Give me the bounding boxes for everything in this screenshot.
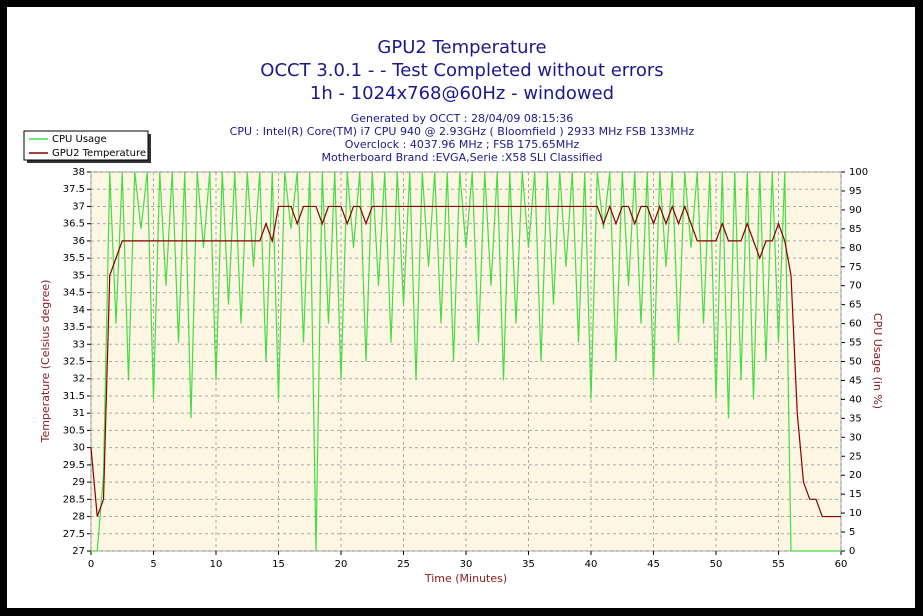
subtitle: CPU : Intel(R) Core(TM) i7 CPU 940 @ 2.9… bbox=[230, 125, 695, 138]
y2-tick-label: 70 bbox=[849, 281, 862, 292]
legend bbox=[23, 130, 149, 161]
y2-tick-label: 100 bbox=[849, 167, 868, 178]
y-axis-label: Temperature (Celsius degree) bbox=[39, 280, 52, 444]
y2-tick-label: 20 bbox=[849, 470, 862, 481]
y-tick-label: 36.5 bbox=[63, 219, 85, 230]
y-tick-label: 38 bbox=[72, 167, 85, 178]
x-tick-label: 5 bbox=[150, 559, 156, 570]
y2-tick-label: 55 bbox=[849, 338, 862, 349]
y-tick-label: 27 bbox=[72, 546, 85, 557]
x-tick-label: 20 bbox=[335, 559, 348, 570]
y-tick-label: 29.5 bbox=[63, 460, 85, 471]
y2-tick-label: 10 bbox=[849, 508, 862, 519]
y2-tick-label: 50 bbox=[849, 357, 862, 368]
series-line bbox=[91, 171, 841, 552]
x-axis-label: Time (Minutes) bbox=[424, 572, 507, 585]
y2-tick-label: 35 bbox=[849, 413, 862, 424]
x-tick-label: 50 bbox=[710, 559, 723, 570]
chart-title: GPU2 Temperature bbox=[377, 37, 546, 58]
y-tick-label: 37.5 bbox=[63, 184, 85, 195]
subtitle: Motherboard Brand :EVGA,Serie :X58 SLI C… bbox=[322, 151, 603, 164]
x-tick-label: 10 bbox=[210, 559, 223, 570]
y2-tick-label: 85 bbox=[849, 224, 862, 235]
y-tick-label: 36 bbox=[72, 236, 85, 247]
x-tick-label: 0 bbox=[88, 559, 94, 570]
y-tick-label: 35.5 bbox=[63, 253, 85, 264]
y-tick-label: 28.5 bbox=[63, 494, 85, 505]
y2-axis-label: CPU Usage (in %) bbox=[871, 313, 884, 409]
y-tick-label: 31.5 bbox=[63, 391, 85, 402]
y2-tick-label: 65 bbox=[849, 300, 862, 311]
y-tick-label: 34 bbox=[72, 305, 85, 316]
y2-tick-label: 15 bbox=[849, 489, 862, 500]
y2-tick-label: 0 bbox=[849, 546, 855, 557]
chart-title-line: 1h - 1024x768@60Hz - windowed bbox=[310, 83, 614, 104]
x-tick-label: 60 bbox=[835, 559, 848, 570]
y-tick-label: 32 bbox=[72, 374, 85, 385]
y-tick-label: 28 bbox=[72, 512, 85, 523]
chart-title-line: OCCT 3.0.1 - - Test Completed without er… bbox=[260, 60, 663, 81]
x-tick-label: 55 bbox=[772, 559, 785, 570]
y2-tick-label: 25 bbox=[849, 451, 862, 462]
y2-tick-label: 30 bbox=[849, 432, 862, 443]
y2-tick-label: 80 bbox=[849, 243, 862, 254]
y-tick-label: 30 bbox=[72, 443, 85, 454]
y2-tick-label: 90 bbox=[849, 205, 862, 216]
y-tick-label: 35 bbox=[72, 270, 85, 281]
y-tick-label: 33 bbox=[72, 339, 85, 350]
x-tick-label: 30 bbox=[460, 559, 473, 570]
y-tick-label: 27.5 bbox=[63, 529, 85, 540]
series-line bbox=[90, 204, 841, 518]
legend-label: CPU Usage bbox=[52, 134, 107, 145]
y-tick-label: 30.5 bbox=[63, 425, 85, 436]
subtitle: Generated by OCCT : 28/04/09 08:15:36 bbox=[351, 112, 574, 125]
y2-tick-label: 45 bbox=[849, 375, 862, 386]
x-tick-label: 35 bbox=[522, 559, 535, 570]
y-tick-label: 33.5 bbox=[63, 322, 85, 333]
x-tick-label: 45 bbox=[647, 559, 660, 570]
y2-tick-label: 60 bbox=[849, 319, 862, 330]
x-tick-label: 15 bbox=[272, 559, 285, 570]
x-tick-label: 25 bbox=[397, 559, 410, 570]
legend-label: GPU2 Temperature bbox=[52, 148, 146, 159]
y-tick-label: 34.5 bbox=[63, 288, 85, 299]
y2-tick-label: 40 bbox=[849, 394, 862, 405]
x-tick-label: 40 bbox=[585, 559, 598, 570]
subtitle: Overclock : 4037.96 MHz ; FSB 175.65MHz bbox=[345, 138, 580, 151]
y2-tick-label: 5 bbox=[849, 527, 855, 538]
y2-tick-label: 75 bbox=[849, 262, 862, 273]
y-tick-label: 32.5 bbox=[63, 357, 85, 368]
y2-tick-label: 95 bbox=[849, 186, 862, 197]
y-tick-label: 29 bbox=[72, 477, 85, 488]
y-tick-label: 31 bbox=[72, 408, 85, 419]
y-tick-label: 37 bbox=[72, 201, 85, 212]
